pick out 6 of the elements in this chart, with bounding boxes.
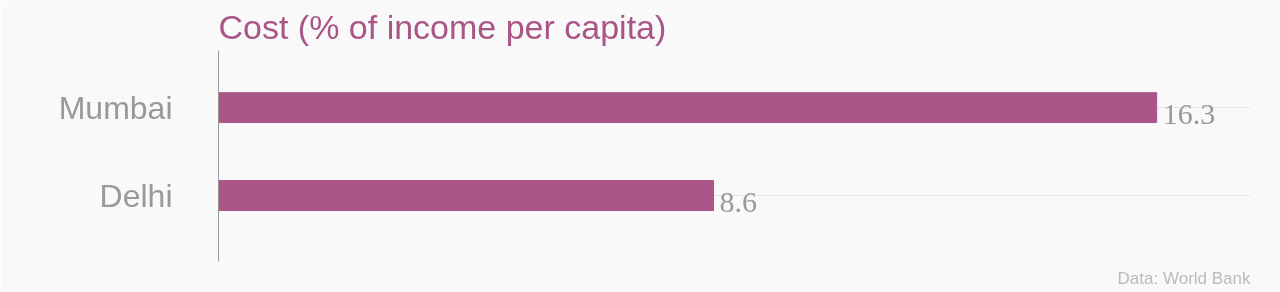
y-tick-label: Mumbai <box>58 89 173 126</box>
data-label: 16.3 <box>1162 96 1216 130</box>
chart-title: Cost (% of income per capita) <box>218 7 667 46</box>
text: Data: World Bank <box>1117 268 1251 288</box>
data-label: 8.6 <box>719 184 757 218</box>
y-tick-label: Delhi <box>99 177 173 214</box>
